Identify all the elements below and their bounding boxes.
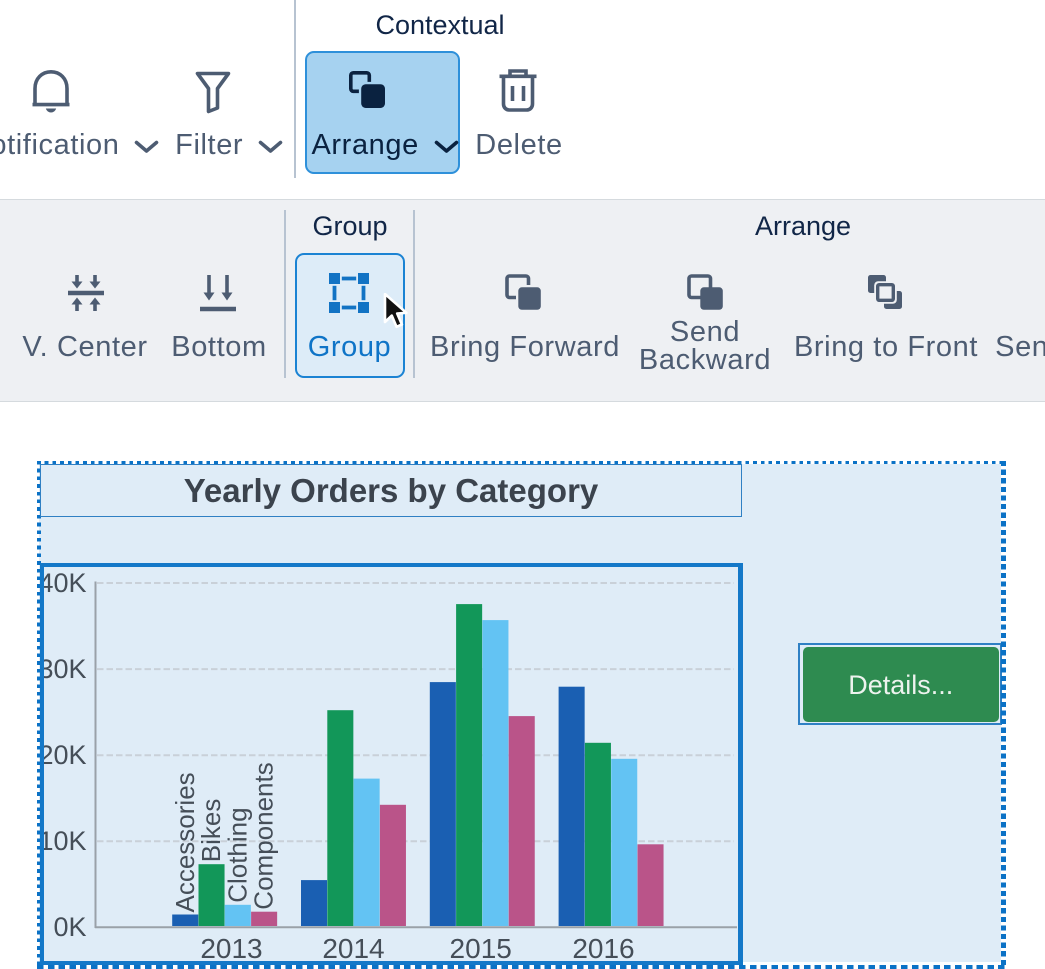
svg-text:40K: 40K (44, 568, 87, 598)
svg-text:2014: 2014 (322, 933, 384, 963)
svg-text:2015: 2015 (450, 933, 512, 963)
svg-text:30K: 30K (44, 654, 87, 684)
svg-text:Bikes: Bikes (196, 798, 226, 862)
svg-text:Components: Components (249, 762, 279, 909)
svg-text:Clothing: Clothing (222, 807, 252, 902)
svg-text:2016: 2016 (572, 933, 634, 963)
svg-text:Accessories: Accessories (170, 772, 200, 912)
svg-text:10K: 10K (44, 826, 87, 856)
svg-text:0K: 0K (53, 912, 86, 942)
svg-text:2013: 2013 (200, 933, 262, 963)
svg-text:20K: 20K (44, 740, 87, 770)
